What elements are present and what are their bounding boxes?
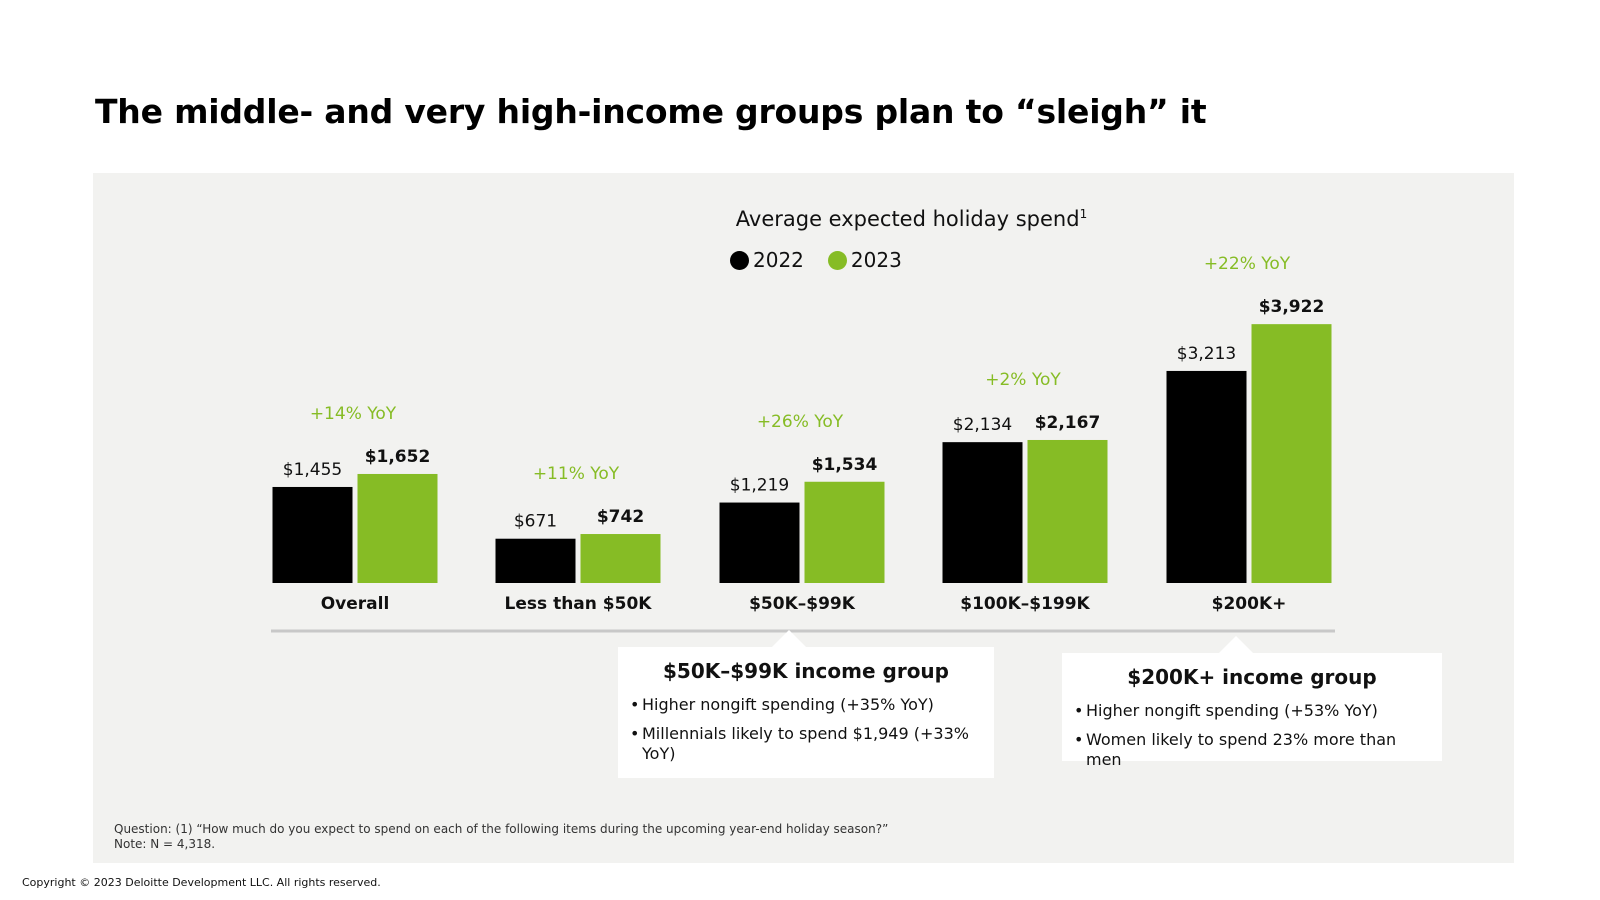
legend-item-2023: 2023 xyxy=(827,248,902,272)
chart-legend: 2022 2023 xyxy=(730,248,902,272)
bar-2023-0 xyxy=(357,473,438,583)
category-label-3: $100K–$199K xyxy=(960,594,1090,614)
category-label-4: $200K+ xyxy=(1212,594,1287,614)
bar-2023-3 xyxy=(1027,439,1108,583)
callout-bullet: Millennials likely to spend $1,949 (+33%… xyxy=(630,724,982,764)
legend-item-2022: 2022 xyxy=(730,248,804,272)
bar-2023-1 xyxy=(580,534,661,583)
chart-panel: Average expected holiday spend1 2022 202… xyxy=(93,173,1514,863)
bar-chart: $1,455 $1,652 +14% YoY Overall $671 $742 +11% … xyxy=(271,254,1335,633)
callout-title: $200K+ income group xyxy=(1127,665,1377,689)
footnote-note: Note: N = 4,318. xyxy=(114,837,216,851)
callout-bullet: Higher nongift spending (+35% YoY) xyxy=(630,695,982,715)
chart-title: Average expected holiday spend1 xyxy=(93,207,1600,231)
footnote-question: Question: (1) “How much do you expect to… xyxy=(114,822,889,836)
callout-bullets: Higher nongift spending (+35% YoY) Mille… xyxy=(630,695,982,764)
data-label-2022-0: $1,455 xyxy=(283,460,342,480)
data-label-2023-0: $1,652 xyxy=(365,447,431,467)
callout-bullet: Higher nongift spending (+53% YoY) xyxy=(1074,701,1430,721)
data-label-2022-2: $1,219 xyxy=(730,476,789,496)
category-label-2: $50K–$99K xyxy=(749,594,856,614)
data-label-2023-2: $1,534 xyxy=(812,455,878,475)
bar-2023-4 xyxy=(1251,324,1332,583)
category-label-0: Overall xyxy=(321,594,390,614)
data-label-2023-1: $742 xyxy=(597,507,644,527)
copyright: Copyright © 2023 Deloitte Development LL… xyxy=(22,876,381,889)
yoy-annotation-1: +11% YoY xyxy=(533,464,620,484)
data-label-2022-1: $671 xyxy=(514,512,557,532)
callout-pointer xyxy=(1219,636,1253,653)
legend-label-2023: 2023 xyxy=(850,248,902,272)
legend-label-2022: 2022 xyxy=(753,248,804,272)
yoy-annotation-0: +14% YoY xyxy=(310,404,397,424)
bar-2022-0 xyxy=(272,486,353,583)
data-label-2023-3: $2,167 xyxy=(1035,413,1101,433)
legend-swatch-2022 xyxy=(730,250,749,270)
data-label-2022-4: $3,213 xyxy=(1177,344,1236,364)
chart-title-footnote-marker: 1 xyxy=(1079,207,1088,221)
callout-50k-99k: $50K–$99K income group Higher nongift sp… xyxy=(618,630,994,778)
data-label-2022-3: $2,134 xyxy=(953,415,1012,435)
yoy-annotation-3: +2% YoY xyxy=(985,370,1061,390)
callout-200k-plus: $200K+ income group Higher nongift spend… xyxy=(1062,636,1442,769)
category-label-1: Less than $50K xyxy=(505,594,653,614)
yoy-annotation-2: +26% YoY xyxy=(757,412,844,432)
data-label-2023-4: $3,922 xyxy=(1259,297,1325,317)
bar-2022-1 xyxy=(495,538,576,583)
callout-bullets: Higher nongift spending (+53% YoY) Women… xyxy=(1074,701,1430,770)
footnote: Question: (1) “How much do you expect to… xyxy=(114,822,888,852)
yoy-annotation-4: +22% YoY xyxy=(1204,254,1291,274)
callout-bullet: Women likely to spend 23% more than men xyxy=(1074,730,1430,770)
bar-2022-3 xyxy=(942,442,1023,583)
bar-2023-2 xyxy=(804,481,885,583)
chart-title-text: Average expected holiday spend xyxy=(735,207,1080,231)
bar-2022-2 xyxy=(719,502,800,583)
bar-2022-4 xyxy=(1166,370,1247,583)
legend-swatch-2023 xyxy=(827,250,847,270)
callout-pointer xyxy=(772,630,806,647)
page-title: The middle- and very high-income groups … xyxy=(95,92,1207,131)
callout-title: $50K–$99K income group xyxy=(663,659,949,683)
